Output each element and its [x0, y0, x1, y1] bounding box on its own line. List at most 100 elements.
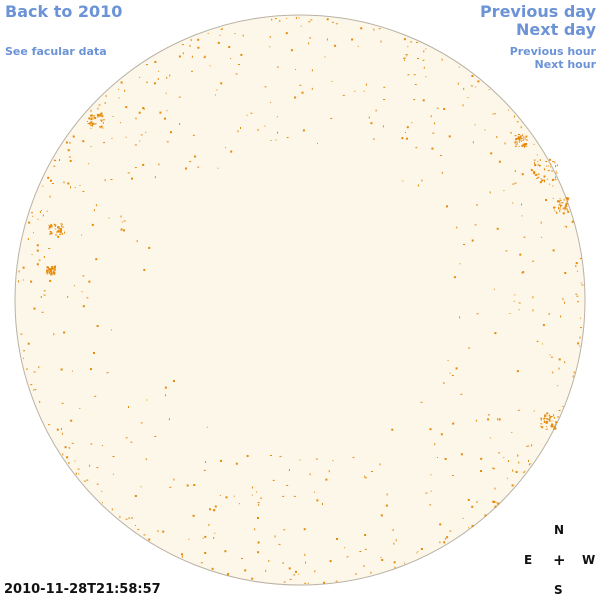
- facula-point: [74, 460, 76, 462]
- facula-point: [102, 121, 104, 124]
- facula-point: [104, 179, 106, 182]
- facula-point: [40, 296, 42, 298]
- facula-point: [406, 55, 408, 57]
- facula-point: [520, 140, 522, 142]
- facula-point: [514, 294, 516, 296]
- facula-point: [51, 232, 53, 233]
- facula-point: [514, 135, 517, 137]
- facula-point: [70, 419, 73, 422]
- facula-point: [98, 104, 101, 106]
- next-day-link[interactable]: Next day: [516, 20, 596, 39]
- facula-point: [304, 582, 307, 584]
- facula-point: [462, 104, 464, 107]
- facula-point: [39, 400, 41, 403]
- facula-point: [53, 266, 56, 269]
- facula-point: [550, 356, 553, 358]
- facula-point: [546, 412, 549, 414]
- facula-point: [510, 132, 512, 134]
- facula-point: [405, 132, 406, 133]
- facula-point: [166, 141, 169, 143]
- facula-point: [52, 271, 54, 272]
- facula-point: [541, 236, 543, 238]
- facula-point: [165, 92, 167, 94]
- facula-point: [227, 573, 230, 575]
- facula-point: [92, 124, 93, 127]
- facula-point: [431, 147, 434, 150]
- facula-point: [179, 123, 181, 126]
- facula-point: [516, 141, 518, 143]
- facula-point: [420, 548, 423, 550]
- facula-point: [56, 428, 59, 431]
- facula-point: [547, 178, 549, 180]
- facula-point: [540, 221, 542, 224]
- facula-point: [217, 167, 219, 169]
- facula-point: [22, 279, 24, 281]
- facula-point: [100, 112, 103, 115]
- facula-point: [289, 578, 292, 580]
- facula-point: [517, 454, 519, 456]
- facula-point: [298, 17, 300, 19]
- facula-point: [413, 99, 416, 101]
- facula-point: [323, 581, 326, 584]
- facula-point: [402, 180, 404, 182]
- facula-point: [127, 172, 130, 174]
- facula-point: [544, 414, 547, 417]
- facula-point: [446, 536, 449, 539]
- facula-point: [260, 497, 263, 499]
- facula-point: [53, 333, 55, 336]
- facula-point: [515, 138, 518, 141]
- facula-point: [220, 459, 222, 462]
- facula-point: [417, 58, 419, 59]
- facula-point: [538, 173, 540, 176]
- facula-point: [110, 179, 113, 180]
- facula-point: [553, 206, 556, 209]
- facula-point: [173, 380, 175, 382]
- facula-point: [449, 372, 451, 374]
- facula-point: [429, 428, 432, 431]
- facula-point: [288, 567, 291, 570]
- facula-point: [476, 313, 479, 315]
- facula-point: [441, 58, 443, 61]
- facula-point: [278, 543, 281, 545]
- facula-point: [441, 171, 443, 174]
- facula-point: [576, 295, 579, 297]
- facula-point: [26, 368, 28, 370]
- facula-point: [365, 83, 367, 86]
- facula-point: [430, 474, 432, 476]
- facula-point: [48, 269, 50, 271]
- facula-point: [237, 130, 239, 133]
- facula-point: [20, 333, 23, 335]
- facula-point: [540, 178, 542, 180]
- previous-day-link[interactable]: Previous day: [479, 2, 596, 21]
- facula-point: [363, 564, 365, 567]
- facula-point: [81, 234, 83, 236]
- facula-point: [170, 131, 172, 134]
- facula-point: [134, 167, 137, 169]
- facula-point: [49, 269, 52, 272]
- facula-point: [489, 437, 491, 439]
- next-hour-link[interactable]: Next hour: [534, 58, 597, 71]
- facula-point: [238, 64, 240, 65]
- facula-point: [143, 534, 146, 536]
- facula-point: [224, 550, 227, 553]
- previous-hour-link[interactable]: Previous hour: [509, 45, 596, 58]
- facula-point: [142, 163, 145, 166]
- facula-point: [425, 48, 427, 50]
- facula-point: [540, 417, 543, 419]
- facula-point: [90, 114, 93, 117]
- back-to-year-link[interactable]: Back to 2010: [5, 2, 123, 21]
- facula-point: [300, 25, 302, 27]
- facula-point: [560, 202, 562, 204]
- facula-point: [146, 81, 148, 83]
- facula-point: [517, 454, 519, 457]
- facula-point: [546, 426, 547, 428]
- facula-point: [558, 367, 560, 370]
- facula-point: [59, 228, 62, 230]
- facula-point: [522, 271, 525, 274]
- facula-point: [294, 96, 297, 99]
- facula-point: [57, 226, 60, 229]
- see-facular-data-link[interactable]: See facular data: [5, 45, 107, 58]
- facula-point: [324, 56, 326, 58]
- facula-point: [54, 160, 56, 162]
- facula-point: [370, 471, 373, 472]
